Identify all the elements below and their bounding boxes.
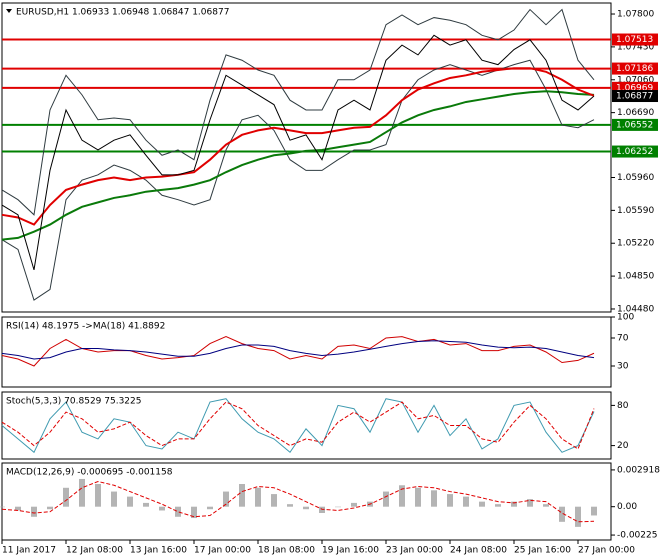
menu-icon	[6, 9, 12, 13]
histogram-bar	[159, 506, 165, 511]
last-price-label: 1.06877	[616, 92, 653, 102]
histogram-bar	[495, 504, 501, 507]
y-tick-label: 20	[617, 441, 629, 451]
histogram-bar	[0, 506, 5, 508]
y-tick-label: 1.04480	[617, 304, 654, 314]
histogram-bar	[303, 506, 309, 510]
level-label: 1.06552	[616, 120, 653, 130]
series-line	[1, 336, 595, 367]
level-tag	[612, 33, 658, 46]
y-tick-label: 100	[617, 313, 634, 323]
histogram-bar	[271, 494, 277, 507]
series-line	[1, 34, 595, 271]
histogram-bar	[15, 506, 21, 511]
panel-title: RSI(14) 48.1975 ->MA(18) 41.8892	[6, 322, 165, 332]
histogram-bar	[239, 484, 245, 507]
histogram-bar	[95, 484, 101, 507]
y-tick-label: 1.05220	[617, 239, 654, 249]
series-line	[1, 67, 595, 226]
last-price-tag	[612, 90, 658, 103]
histogram-bar	[559, 506, 565, 522]
y-tick-label: 1.07430	[617, 42, 654, 52]
panel-title: EURUSD,H1 1.06933 1.06948 1.06847 1.0687…	[16, 8, 229, 18]
x-tick-label: 17 Jan 00:00	[194, 546, 251, 556]
x-tick-label: 25 Jan 16:00	[514, 546, 571, 556]
y-tick-label: 0.00	[617, 502, 637, 512]
x-tick-label: 19 Jan 16:00	[322, 546, 379, 556]
y-tick-label: 1.07800	[617, 10, 654, 20]
y-tick-label: 0.002918	[617, 465, 660, 475]
histogram-bar	[63, 487, 69, 507]
level-tag	[612, 62, 658, 75]
histogram-bar	[543, 504, 549, 507]
histogram-bar	[383, 491, 389, 507]
level-tag	[612, 145, 658, 158]
y-tick-label: 1.05960	[617, 173, 654, 183]
y-tick-label: -0.00225	[617, 531, 657, 541]
histogram-bar	[591, 506, 597, 516]
histogram-bar	[287, 504, 293, 507]
histogram-bar	[79, 478, 85, 507]
histogram-bar	[319, 506, 325, 513]
histogram-bar	[479, 501, 485, 507]
histogram-bar	[175, 506, 181, 517]
y-tick-label: 80	[617, 401, 629, 411]
y-tick-label: 1.07060	[617, 75, 654, 85]
y-tick-label: 30	[617, 362, 629, 372]
series-line	[1, 401, 595, 450]
histogram-bar	[463, 496, 469, 507]
histogram-bar	[351, 502, 357, 507]
y-tick-label: 1.05590	[617, 206, 654, 216]
series-line	[1, 480, 595, 523]
y-tick-label: 1.04850	[617, 272, 654, 282]
histogram-bar	[223, 491, 229, 507]
histogram-bar	[575, 506, 581, 527]
histogram-bar	[127, 496, 133, 507]
series-line	[1, 398, 595, 454]
x-tick-label: 23 Jan 00:00	[386, 546, 443, 556]
x-tick-label: 24 Jan 08:00	[450, 546, 507, 556]
histogram-bar	[399, 485, 405, 507]
histogram-bar	[143, 502, 149, 507]
y-tick-label: 70	[617, 334, 629, 344]
histogram-bar	[47, 506, 53, 510]
x-tick-label: 18 Jan 08:00	[258, 546, 315, 556]
panel-title: MACD(12,26,9) -0.000695 -0.001158	[6, 468, 173, 478]
panel	[1, 391, 612, 460]
x-tick-label: 11 Jan 2017	[2, 546, 56, 556]
x-tick-label: 27 Jan 00:00	[578, 546, 635, 556]
level-label: 1.07186	[616, 64, 653, 74]
panel-title: Stoch(5,3,3) 70.8529 75.3225	[6, 397, 141, 407]
histogram-bar	[335, 506, 341, 508]
histogram-bar	[527, 499, 533, 507]
level-tag	[612, 118, 658, 131]
level-label: 1.06969	[616, 83, 653, 93]
histogram-bar	[431, 490, 437, 507]
histogram-bar	[447, 494, 453, 507]
histogram-bar	[31, 506, 37, 517]
series-line	[1, 340, 595, 360]
x-tick-label: 12 Jan 08:00	[66, 546, 123, 556]
panel	[1, 2, 612, 313]
histogram-bar	[191, 506, 197, 519]
histogram-bar	[255, 487, 261, 507]
series-line	[1, 8, 595, 216]
y-tick-label: 1.06690	[617, 108, 654, 118]
level-label: 1.07513	[616, 35, 653, 45]
histogram-bar	[415, 487, 421, 507]
x-tick-label: 13 Jan 16:00	[130, 546, 187, 556]
level-label: 1.06252	[616, 147, 653, 157]
histogram-bar	[511, 501, 517, 507]
histogram-bar	[207, 506, 213, 510]
series-line	[1, 90, 595, 241]
histogram-bar	[111, 491, 117, 507]
